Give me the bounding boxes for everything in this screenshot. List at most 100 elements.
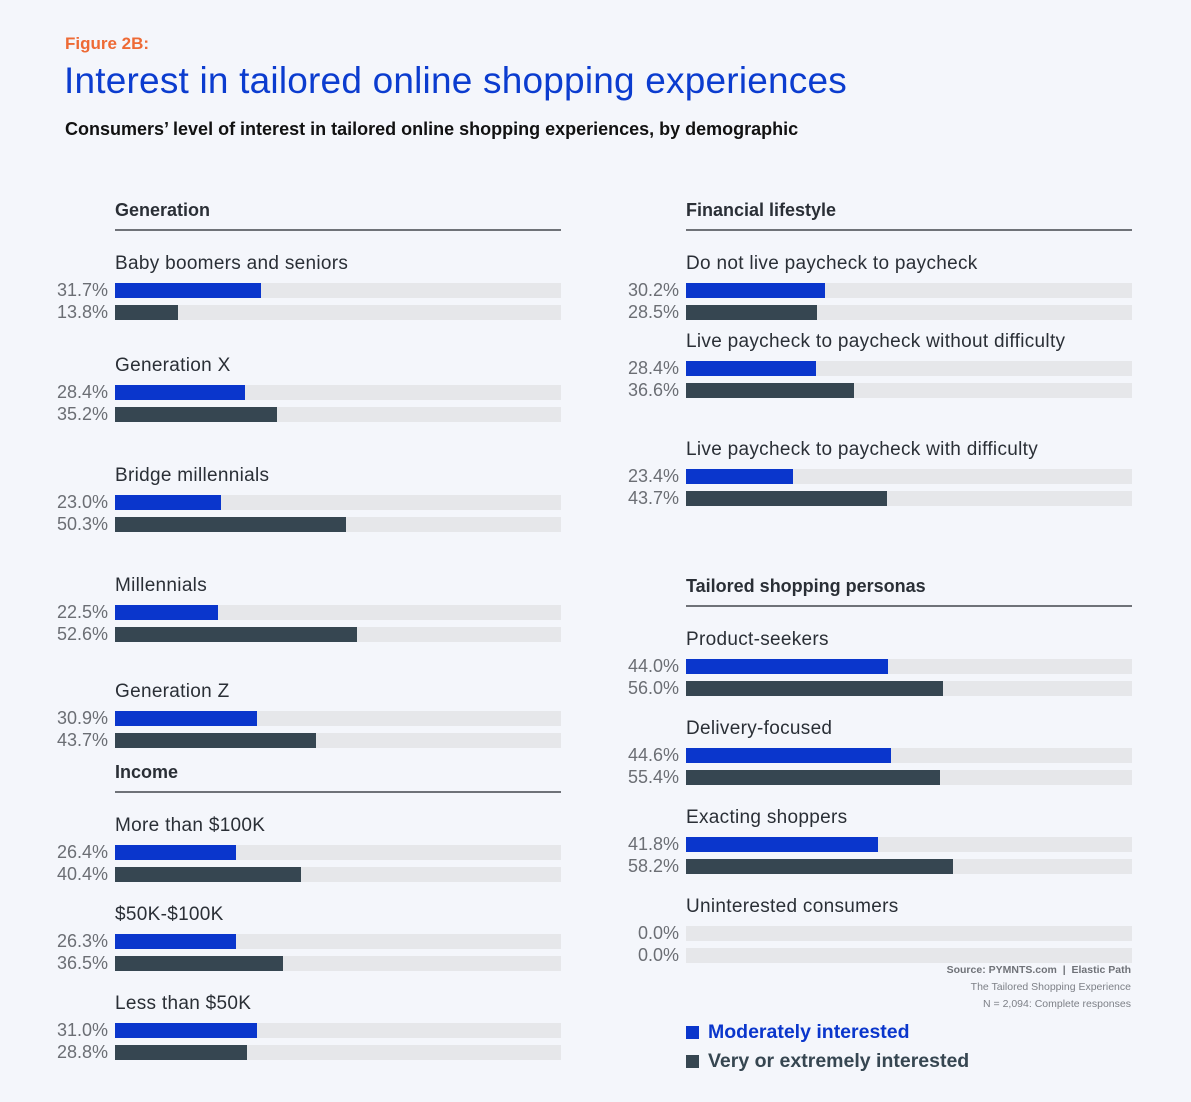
bar-track xyxy=(115,710,561,726)
bar-moderately xyxy=(115,604,219,620)
legend-label-very: Very or extremely interested xyxy=(708,1050,970,1072)
bar-track xyxy=(115,406,561,422)
bar-track xyxy=(686,304,1132,320)
value-label: 52.6% xyxy=(56,624,108,644)
bar-moderately xyxy=(115,384,246,400)
value-label: 26.3% xyxy=(56,931,108,951)
group-label: Uninterested consumers xyxy=(686,896,899,917)
section-title: Tailored shopping personas xyxy=(686,576,1132,607)
bar-moderately xyxy=(115,933,236,949)
value-label: 28.5% xyxy=(627,302,679,322)
bar-track xyxy=(686,282,1132,298)
value-label: 55.4% xyxy=(627,767,679,787)
bar-row-moderately: 23.0% xyxy=(57,491,561,513)
bar-group: Uninterested consumers 0.0% 0.0% xyxy=(638,894,1132,966)
legend-swatch-moderately xyxy=(686,1026,699,1039)
legend-label-moderately: Moderately interested xyxy=(708,1021,910,1043)
bar-group: Live paycheck to paycheck without diffic… xyxy=(628,329,1132,401)
bar-very xyxy=(115,1044,248,1060)
bar-group: More than $100K 26.4% 40.4% xyxy=(57,813,561,885)
bar-very xyxy=(115,732,316,748)
bar-row-very: 36.6% xyxy=(628,379,1132,401)
bar-group: Product-seekers 44.0% 56.0% xyxy=(628,627,1132,699)
bar-track xyxy=(115,494,561,510)
bar-moderately xyxy=(686,658,889,674)
bar-row-very: 55.4% xyxy=(628,766,1132,788)
section-title: Financial lifestyle xyxy=(686,200,1132,231)
bar-track xyxy=(686,925,1132,941)
bar-row-moderately: 44.6% xyxy=(628,744,1132,766)
bar-moderately xyxy=(686,282,825,298)
bar-track xyxy=(686,947,1132,963)
value-label: 43.7% xyxy=(627,488,679,508)
value-label: 23.4% xyxy=(627,466,679,486)
bar-very xyxy=(115,406,277,422)
group-label: Live paycheck to paycheck without diffic… xyxy=(686,331,1066,352)
bar-track xyxy=(686,680,1132,696)
bar-track xyxy=(115,282,561,298)
bar-row-moderately: 28.4% xyxy=(57,381,561,403)
chart-subtitle: Consumers’ level of interest in tailored… xyxy=(65,119,799,139)
group-label: More than $100K xyxy=(115,815,266,836)
bar-row-moderately: 41.8% xyxy=(628,833,1132,855)
bar-track xyxy=(115,1022,561,1038)
bar-track xyxy=(686,836,1132,852)
legend-swatch-very xyxy=(686,1055,699,1068)
bar-track xyxy=(115,1044,561,1060)
bar-track xyxy=(686,769,1132,785)
bar-group: Exacting shoppers 41.8% 58.2% xyxy=(628,805,1132,877)
source-note: Source: PYMNTS.com | Elastic Path The Ta… xyxy=(947,962,1131,1013)
bar-group: Less than $50K 31.0% 28.8% xyxy=(57,991,561,1063)
value-label: 28.4% xyxy=(56,382,108,402)
bar-track xyxy=(686,490,1132,506)
bar-very xyxy=(115,516,347,532)
chart-title: Interest in tailored online shopping exp… xyxy=(64,60,847,101)
bar-row-very: 28.5% xyxy=(628,301,1132,323)
bar-row-very: 35.2% xyxy=(57,403,561,425)
bar-track xyxy=(686,360,1132,376)
bar-moderately xyxy=(686,747,891,763)
bar-row-moderately: 26.4% xyxy=(57,841,561,863)
bar-very xyxy=(686,680,944,696)
bar-row-very: 52.6% xyxy=(57,623,561,645)
bar-group: Delivery-focused 44.6% 55.4% xyxy=(628,716,1132,788)
bar-moderately xyxy=(115,494,221,510)
bar-row-very: 28.8% xyxy=(57,1041,561,1063)
bar-track xyxy=(115,866,561,882)
bar-moderately xyxy=(115,710,257,726)
bar-moderately xyxy=(115,844,237,860)
bar-group: Baby boomers and seniors 31.7% 13.8% xyxy=(57,251,561,323)
section-title: Generation xyxy=(115,200,561,231)
group-label: Exacting shoppers xyxy=(686,807,848,828)
bar-row-moderately: 28.4% xyxy=(628,357,1132,379)
bar-track xyxy=(115,626,561,642)
group-label: Less than $50K xyxy=(115,993,252,1014)
bar-moderately xyxy=(686,360,817,376)
value-label: 41.8% xyxy=(627,834,679,854)
figure-label: Figure 2B: xyxy=(65,34,150,53)
section-title: Income xyxy=(115,762,561,793)
value-label: 43.7% xyxy=(56,730,108,750)
bar-very xyxy=(115,955,283,971)
section-financial-lifestyle: Financial lifestyle Do not live paycheck … xyxy=(628,200,1132,509)
value-label: 44.0% xyxy=(627,656,679,676)
bar-track xyxy=(115,516,561,532)
bar-group: Generation Z 30.9% 43.7% xyxy=(57,679,561,751)
value-label: 44.6% xyxy=(627,745,679,765)
bar-moderately xyxy=(686,468,794,484)
group-label: Millennials xyxy=(115,575,208,596)
bar-track xyxy=(686,468,1132,484)
bar-track xyxy=(686,858,1132,874)
legend-item-very: Very or extremely interested xyxy=(686,1047,969,1076)
value-label: 35.2% xyxy=(56,404,108,424)
bar-very xyxy=(115,626,357,642)
bar-group: Millennials 22.5% 52.6% xyxy=(57,573,561,645)
bar-row-very: 43.7% xyxy=(57,729,561,751)
value-label: 31.7% xyxy=(56,280,108,300)
source-line-2: The Tailored Shopping Experience xyxy=(970,981,1131,993)
value-label: 13.8% xyxy=(56,302,108,322)
bar-group: Live paycheck to paycheck with difficult… xyxy=(628,437,1132,509)
bar-track xyxy=(115,933,561,949)
bar-row-moderately: 30.2% xyxy=(628,279,1132,301)
value-label: 26.4% xyxy=(56,842,108,862)
